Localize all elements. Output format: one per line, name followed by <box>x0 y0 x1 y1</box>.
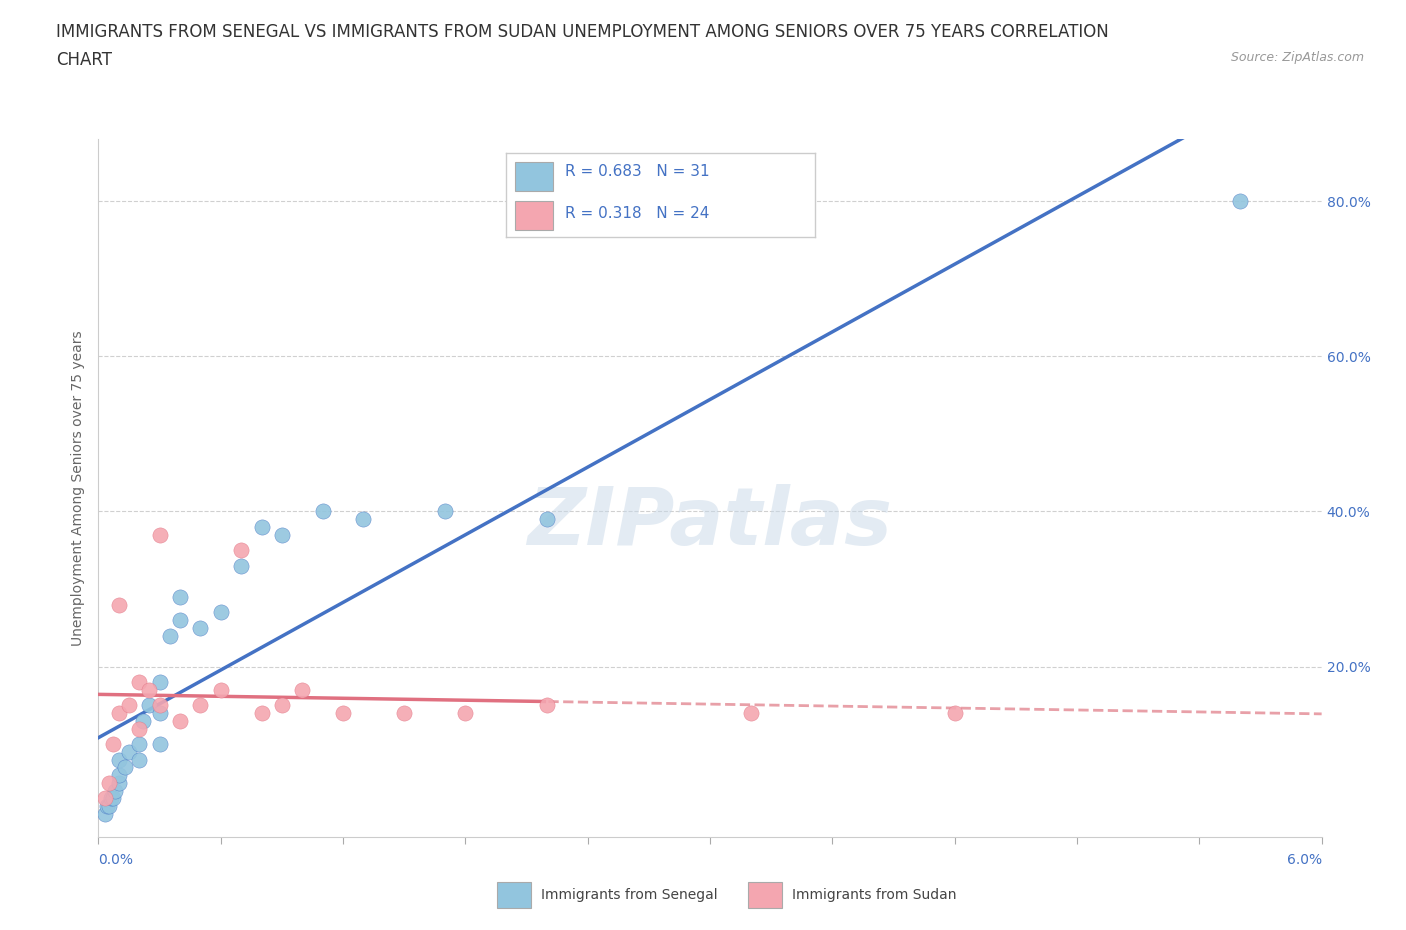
Point <box>96 799 118 814</box>
Point <box>104 783 127 798</box>
Point <box>138 698 160 712</box>
Point <box>169 590 191 604</box>
Point <box>93 806 115 821</box>
Point <box>311 504 335 519</box>
Y-axis label: Unemployment Among Seniors over 75 years: Unemployment Among Seniors over 75 years <box>72 330 86 646</box>
Point <box>332 706 354 721</box>
Point <box>149 737 172 751</box>
Point <box>108 767 131 782</box>
Point <box>169 713 191 728</box>
Point <box>128 674 150 689</box>
Point <box>108 706 131 721</box>
Point <box>250 706 273 721</box>
Point <box>138 683 160 698</box>
Point <box>188 698 212 712</box>
Text: ZIPatlas: ZIPatlas <box>527 485 893 562</box>
Point <box>392 706 416 721</box>
Point <box>118 698 141 712</box>
Point <box>118 744 141 759</box>
Point <box>536 512 558 526</box>
Point <box>128 737 150 751</box>
Point <box>188 620 212 635</box>
Point <box>209 683 232 698</box>
Point <box>100 790 122 805</box>
Point <box>108 776 131 790</box>
Bar <box>748 883 782 908</box>
Point <box>740 706 762 721</box>
Point <box>149 698 172 712</box>
Bar <box>516 162 553 192</box>
Point <box>132 713 155 728</box>
Text: 6.0%: 6.0% <box>1286 853 1322 868</box>
Point <box>1229 194 1251 209</box>
Point <box>149 706 172 721</box>
Text: Immigrants from Senegal: Immigrants from Senegal <box>541 888 718 902</box>
Point <box>231 543 253 558</box>
Point <box>270 698 292 712</box>
Point <box>97 799 120 814</box>
Point <box>231 558 253 573</box>
Point <box>352 512 374 526</box>
Point <box>97 776 120 790</box>
Point <box>149 527 172 542</box>
Text: Immigrants from Sudan: Immigrants from Sudan <box>793 888 956 902</box>
Point <box>101 790 124 805</box>
Text: 0.0%: 0.0% <box>98 853 134 868</box>
Point <box>149 674 172 689</box>
Bar <box>498 883 531 908</box>
Point <box>433 504 456 519</box>
Point <box>209 604 232 619</box>
Point <box>159 628 181 643</box>
Point <box>114 760 136 775</box>
Point <box>943 706 966 721</box>
Point <box>128 721 150 736</box>
Point <box>250 520 273 535</box>
Point <box>128 752 150 767</box>
Text: IMMIGRANTS FROM SENEGAL VS IMMIGRANTS FROM SUDAN UNEMPLOYMENT AMONG SENIORS OVER: IMMIGRANTS FROM SENEGAL VS IMMIGRANTS FR… <box>56 23 1109 41</box>
Point <box>169 613 191 628</box>
Text: Source: ZipAtlas.com: Source: ZipAtlas.com <box>1230 51 1364 64</box>
Point <box>270 527 292 542</box>
Point <box>108 597 131 612</box>
Point <box>454 706 477 721</box>
Point <box>101 737 124 751</box>
Text: R = 0.318   N = 24: R = 0.318 N = 24 <box>565 206 709 221</box>
Point <box>108 752 131 767</box>
Point <box>536 698 558 712</box>
Point <box>93 790 115 805</box>
Point <box>291 683 314 698</box>
Text: R = 0.683   N = 31: R = 0.683 N = 31 <box>565 165 710 179</box>
Bar <box>516 201 553 231</box>
Text: CHART: CHART <box>56 51 112 69</box>
